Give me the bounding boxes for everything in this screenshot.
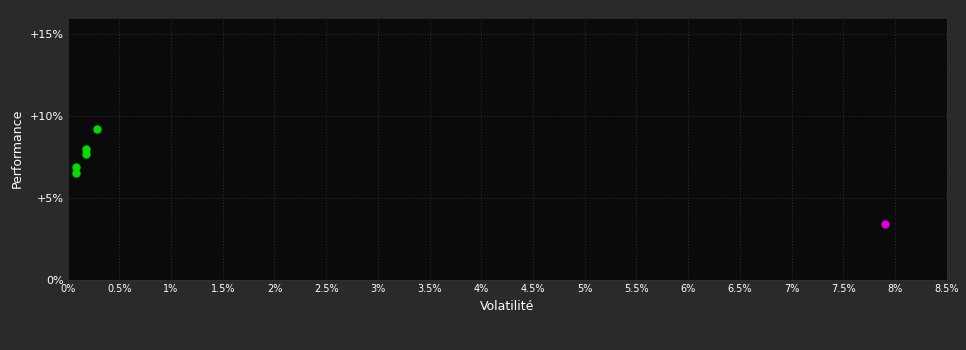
Point [69,170,84,176]
Point [69,164,84,170]
Point [78,151,94,156]
Point [877,222,893,227]
Point [78,146,94,152]
X-axis label: Volatilité: Volatilité [480,300,534,313]
Point [89,126,104,132]
Y-axis label: Performance: Performance [11,109,24,188]
